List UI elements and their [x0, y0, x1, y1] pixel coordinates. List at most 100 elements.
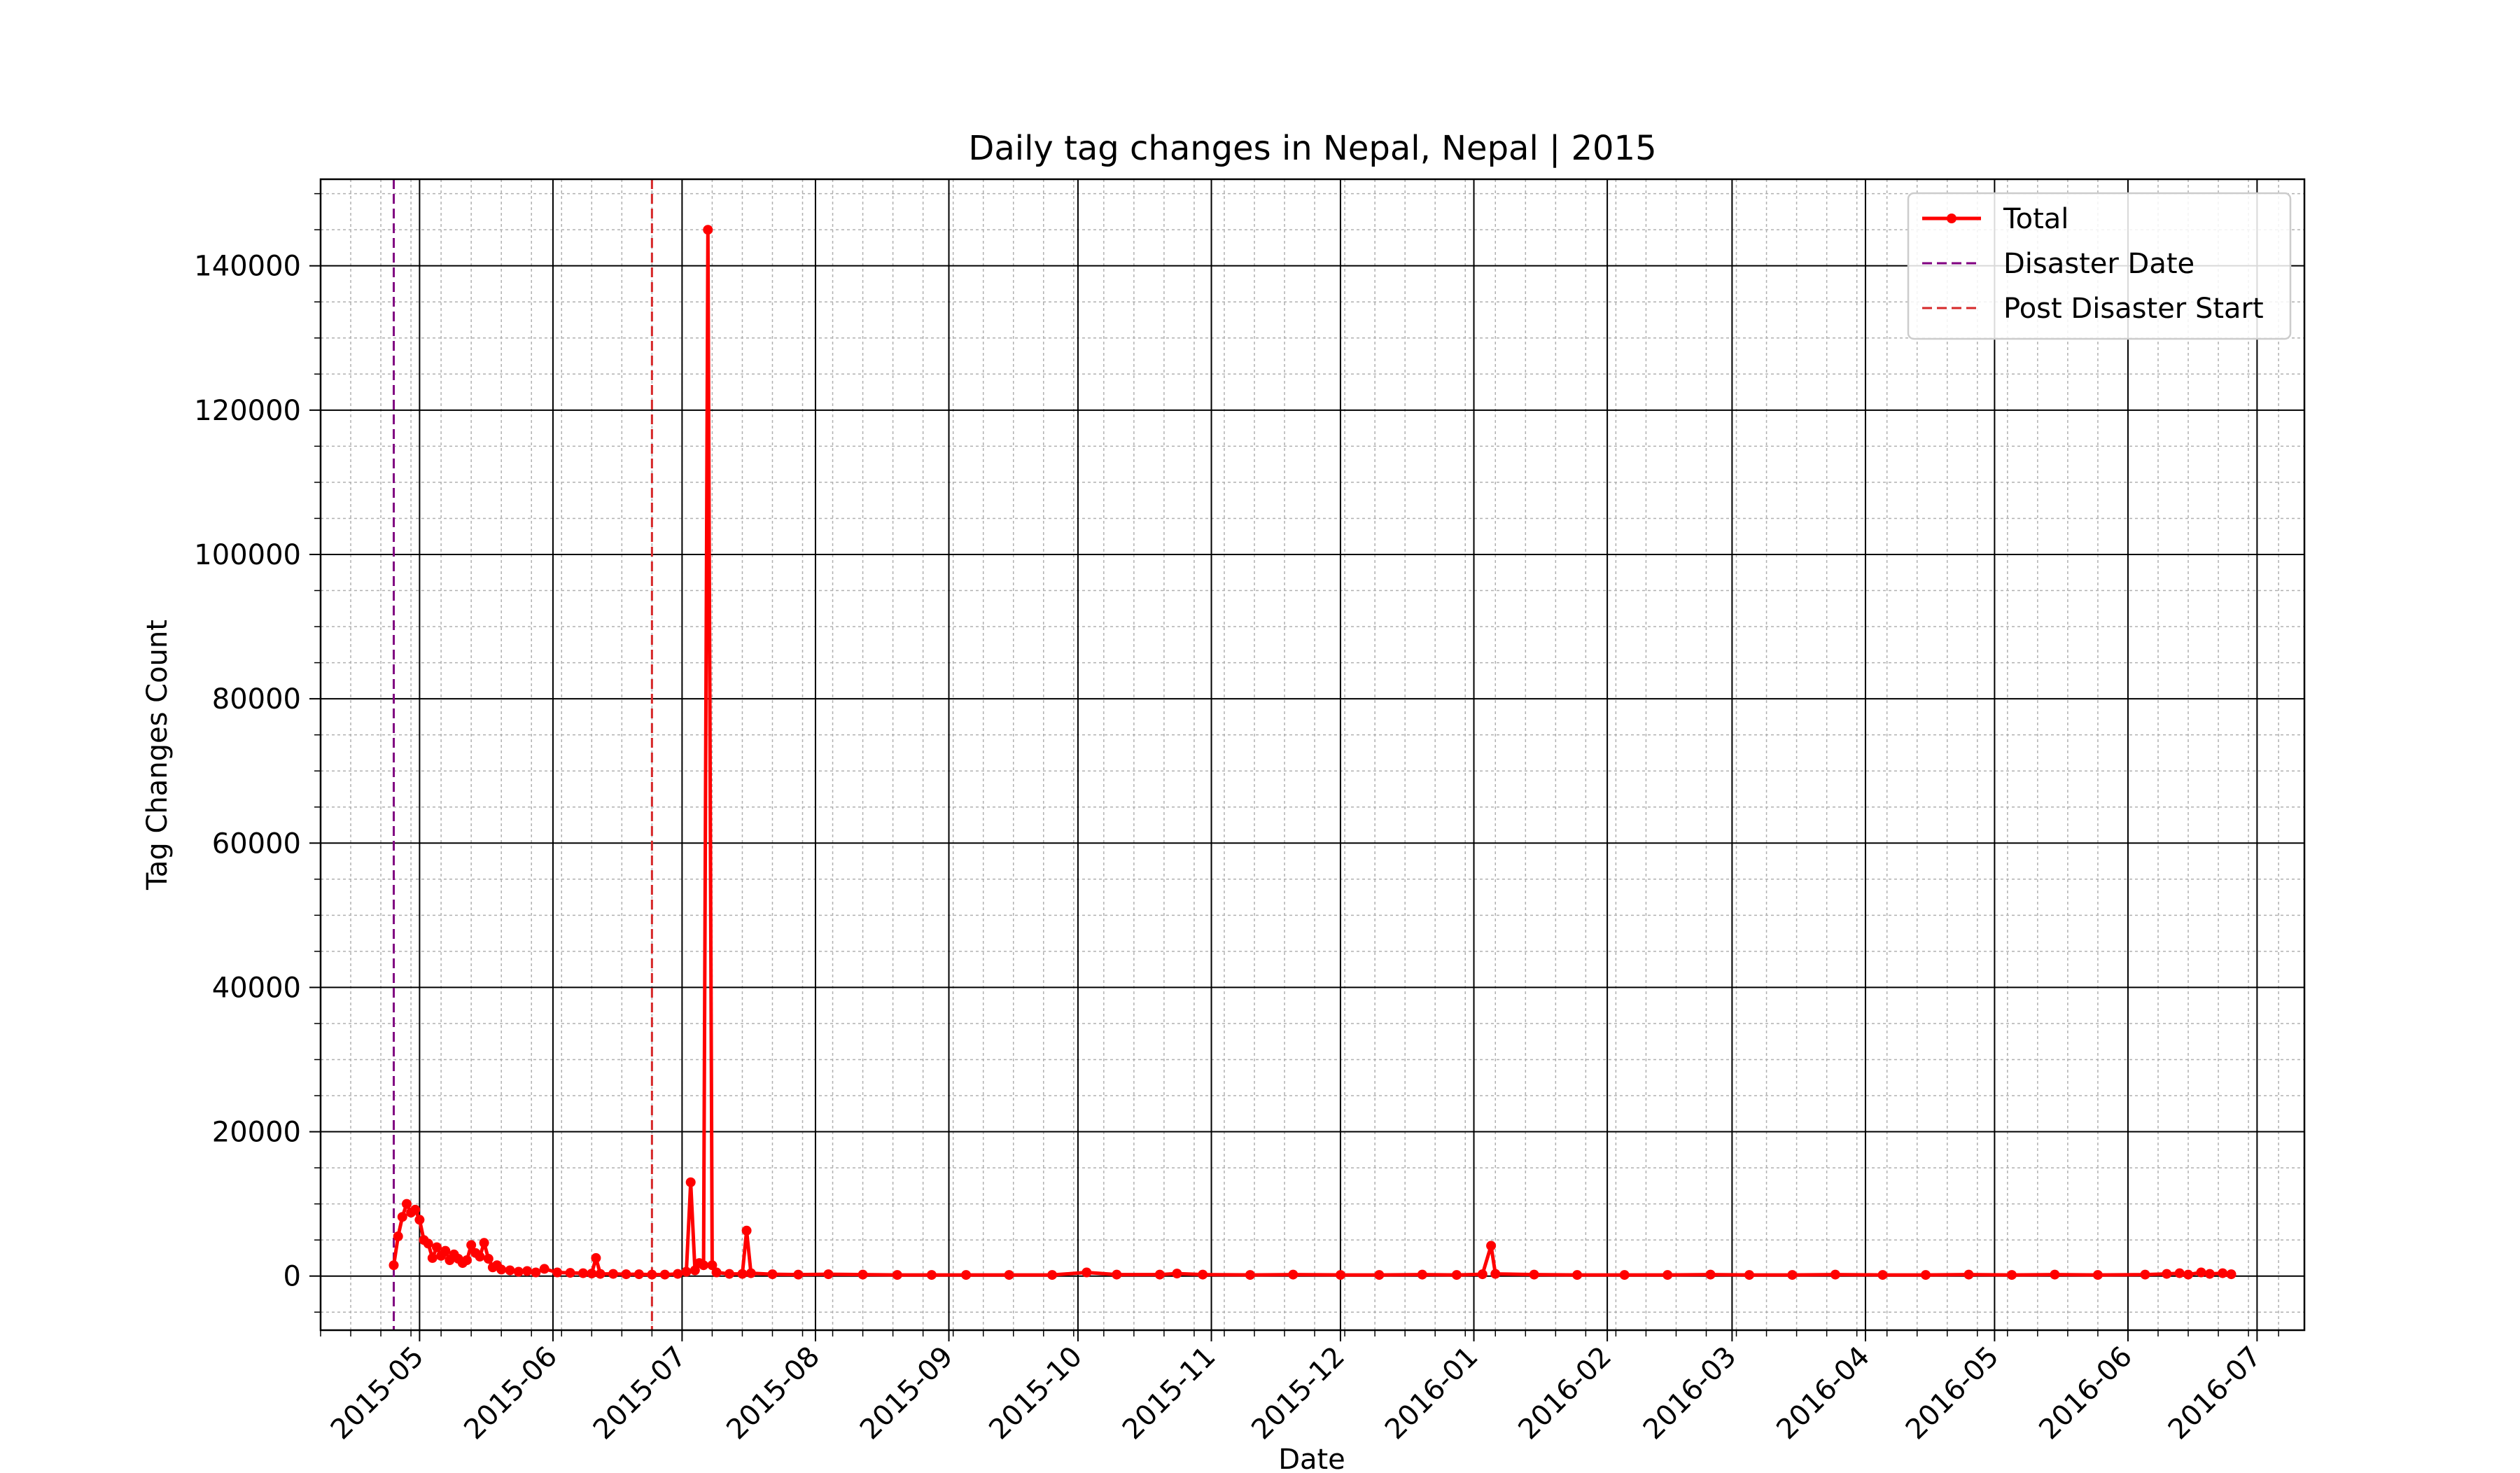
y-tick-label: 0	[284, 1261, 301, 1293]
y-tick-label: 100000	[194, 539, 301, 571]
data-point	[591, 1252, 601, 1263]
data-point	[427, 1252, 438, 1263]
data-point	[1374, 1270, 1385, 1280]
data-point	[2226, 1269, 2236, 1280]
legend-swatch-marker	[1947, 214, 1956, 223]
data-point	[2007, 1270, 2017, 1280]
legend: Total Disaster Date Post Disaster Start	[1907, 192, 2292, 340]
data-point	[608, 1269, 618, 1279]
data-point	[1744, 1270, 1754, 1280]
data-point	[402, 1199, 412, 1209]
data-point	[410, 1204, 421, 1215]
y-axis-label: Tag Changes Count	[141, 620, 174, 891]
data-point	[673, 1269, 683, 1279]
legend-box	[1907, 192, 2292, 340]
data-point	[1787, 1270, 1798, 1280]
data-point	[1877, 1270, 1888, 1280]
data-point	[595, 1269, 606, 1279]
y-tick-label: 140000	[194, 251, 301, 283]
data-point	[926, 1270, 937, 1280]
data-point	[393, 1231, 403, 1241]
legend-label: Post Disaster Start	[2003, 293, 2264, 325]
data-point	[440, 1245, 451, 1256]
data-point	[1490, 1269, 1501, 1279]
data-point	[681, 1266, 692, 1277]
data-point	[741, 1225, 752, 1236]
data-point	[1572, 1270, 1583, 1280]
data-point	[483, 1254, 493, 1264]
y-tick-label: 40000	[212, 972, 301, 1004]
data-point	[1245, 1270, 1255, 1280]
data-point	[659, 1269, 670, 1280]
plot-area-frame	[319, 178, 2306, 1332]
data-point	[2162, 1269, 2172, 1279]
data-point	[1288, 1269, 1298, 1280]
x-axis-label: Date	[1278, 1444, 1345, 1470]
data-point	[462, 1255, 472, 1265]
data-point	[707, 1260, 718, 1271]
chart-title: Daily tag changes in Nepal, Nepal | 2015	[968, 129, 1656, 168]
data-point	[1477, 1269, 1488, 1280]
data-point	[475, 1251, 485, 1262]
data-point	[703, 225, 713, 235]
data-point	[1112, 1269, 1122, 1280]
reference-lines	[393, 179, 653, 1330]
data-point	[858, 1269, 868, 1280]
data-point	[539, 1264, 550, 1274]
data-point	[531, 1267, 541, 1278]
data-point	[1047, 1270, 1058, 1280]
y-tick-label: 120000	[194, 395, 301, 427]
data-point	[1154, 1269, 1165, 1280]
data-point	[2204, 1269, 2215, 1279]
data-point	[513, 1266, 524, 1277]
data-point	[496, 1264, 507, 1275]
data-point	[711, 1267, 722, 1278]
data-point	[552, 1267, 563, 1278]
data-point	[522, 1266, 533, 1276]
data-point	[2092, 1270, 2103, 1280]
data-point	[892, 1270, 902, 1280]
data-point	[724, 1269, 734, 1279]
y-tick-label: 20000	[212, 1117, 301, 1149]
data-point	[699, 1260, 709, 1271]
data-point	[647, 1269, 657, 1280]
data-point	[2140, 1269, 2150, 1280]
data-point	[565, 1268, 575, 1278]
data-point	[1619, 1270, 1630, 1280]
data-point	[1830, 1269, 1840, 1280]
data-point	[2174, 1268, 2185, 1278]
y-tick-label: 80000	[212, 683, 301, 715]
data-point	[746, 1268, 756, 1278]
data-point	[793, 1269, 804, 1280]
data-point	[2050, 1269, 2060, 1280]
data-point	[1705, 1269, 1716, 1280]
data-point	[2196, 1267, 2206, 1278]
legend-label: Total	[2003, 203, 2068, 235]
data-point	[587, 1269, 597, 1279]
data-point	[432, 1242, 442, 1252]
data-point	[505, 1265, 515, 1276]
data-point	[767, 1269, 778, 1280]
data-point	[1336, 1270, 1345, 1280]
data-point	[823, 1269, 834, 1280]
legend-label: Disaster Date	[2003, 248, 2194, 280]
data-point	[479, 1238, 489, 1248]
data-point	[1921, 1270, 1931, 1280]
data-point	[1417, 1269, 1427, 1280]
data-point	[388, 1260, 399, 1271]
data-point	[685, 1177, 696, 1187]
series-layer	[388, 225, 2236, 1280]
data-point	[414, 1215, 425, 1225]
data-point	[1529, 1269, 1539, 1280]
data-point	[1662, 1270, 1673, 1280]
data-point	[1963, 1269, 1974, 1280]
data-point	[2218, 1268, 2228, 1278]
y-axis: 0 20000 40000 60000 80000 100000 120000 140000	[194, 193, 321, 1313]
data-point	[1451, 1270, 1462, 1280]
data-point	[1004, 1270, 1014, 1280]
data-point	[690, 1265, 700, 1276]
data-point	[397, 1212, 407, 1222]
data-point	[578, 1268, 588, 1278]
